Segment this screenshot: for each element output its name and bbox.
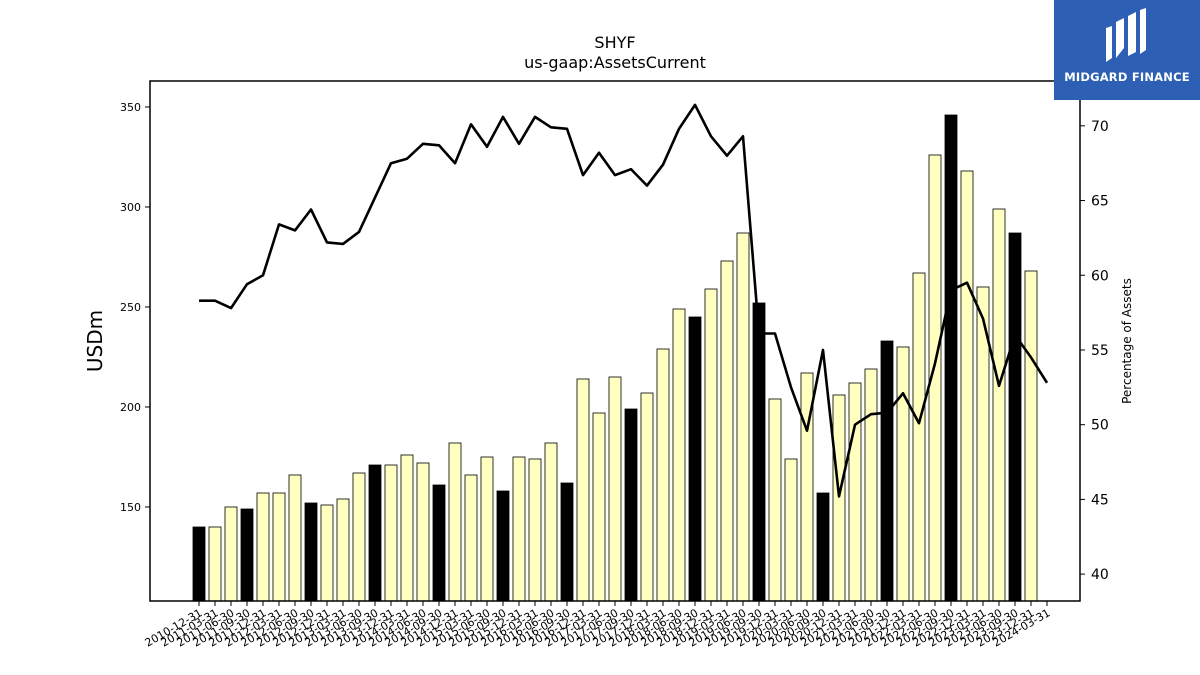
bar-series [192, 114, 1038, 602]
bar [672, 308, 686, 602]
bar [464, 474, 478, 602]
bar [864, 368, 878, 602]
bar [688, 316, 702, 602]
bar [736, 232, 750, 602]
line-series [199, 103, 1049, 498]
y2-tick-label: 70 [1091, 119, 1109, 135]
bar [960, 170, 974, 602]
bar [720, 260, 734, 602]
bar [368, 464, 382, 602]
bar [816, 492, 830, 602]
bar [256, 492, 270, 602]
bar [192, 526, 206, 602]
bar [784, 458, 798, 602]
y-tick-label: 200 [120, 401, 141, 414]
bar [704, 288, 718, 602]
y2-tick-label: 45 [1091, 492, 1109, 508]
bar [944, 114, 958, 602]
bar [640, 392, 654, 602]
bar [496, 490, 510, 602]
y2-tick-label: 55 [1091, 343, 1109, 359]
bar [576, 378, 590, 602]
bar [448, 442, 462, 602]
x-axis: 2010-12-312011-03-312011-06-302011-09-30… [143, 601, 1053, 650]
brand-logo-text: MIDGARD FINANCE [1064, 70, 1190, 84]
chart-title: SHYF [594, 33, 635, 52]
brand-logo: MIDGARD FINANCE [1054, 0, 1200, 100]
bar [288, 474, 302, 602]
bar [224, 506, 238, 602]
bar [480, 456, 494, 602]
bar [240, 508, 254, 602]
bar [896, 346, 910, 602]
bar [848, 382, 862, 602]
bar [272, 492, 286, 602]
bar [1008, 232, 1022, 602]
right-axis: 40 45 50 55 60 65 70 [1080, 119, 1109, 583]
bar [560, 482, 574, 602]
left-axis: 150 200 250 300 350 [120, 101, 150, 514]
y-tick-label: 350 [120, 101, 141, 114]
bar [528, 458, 542, 602]
bar [608, 376, 622, 602]
bar [304, 502, 318, 602]
y-tick-label: 250 [120, 301, 141, 314]
bar [432, 484, 446, 602]
bar [992, 208, 1006, 602]
y2-tick-label: 40 [1091, 567, 1109, 583]
bar [384, 464, 398, 602]
bar [656, 348, 670, 602]
y-tick-label: 300 [120, 201, 141, 214]
bar [544, 442, 558, 602]
y-axis-label: USDm [83, 310, 107, 372]
bar [1024, 270, 1038, 602]
bar [752, 302, 766, 602]
y2-axis-label: Percentage of Assets [1120, 278, 1134, 404]
line-path [199, 103, 1049, 498]
chart-subtitle: us-gaap:AssetsCurrent [524, 53, 706, 72]
brand-logo-icon [1106, 8, 1146, 62]
bar [624, 408, 638, 602]
bar [880, 340, 894, 602]
bar [208, 526, 222, 602]
y2-tick-label: 60 [1091, 268, 1109, 284]
y2-tick-label: 65 [1091, 194, 1109, 210]
bar [592, 412, 606, 602]
bar [768, 398, 782, 602]
bar [400, 454, 414, 602]
y2-tick-label: 50 [1091, 418, 1109, 434]
bar [336, 498, 350, 602]
y-tick-label: 150 [120, 501, 141, 514]
bar [320, 504, 334, 602]
bar [416, 462, 430, 602]
bar [832, 394, 846, 602]
bar [512, 456, 526, 602]
bar [352, 472, 366, 602]
bar [912, 272, 926, 602]
